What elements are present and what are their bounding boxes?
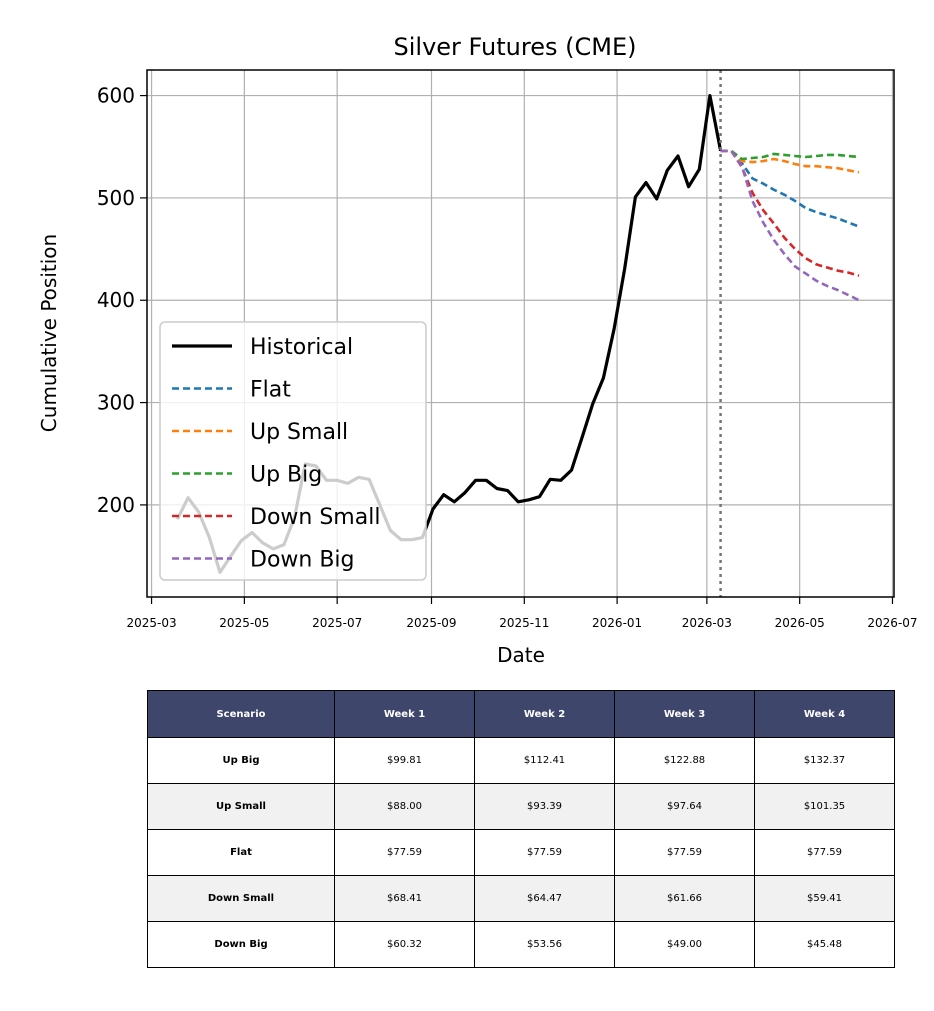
x-tick-label: 2025-05 (219, 616, 269, 630)
legend: Historical Flat Up Small Up Big Down Small Do… (159, 321, 427, 581)
series-line-flat (720, 149, 860, 228)
price-cell: $68.41 (334, 875, 475, 922)
price-cell: $132.37 (754, 737, 895, 784)
scenario-name: Up Small (147, 783, 335, 830)
header-week-2: Week 2 (474, 690, 615, 738)
table-row: Up Small $88.00 $93.39 $97.64 $101.35 (147, 783, 895, 830)
price-cell: $64.47 (474, 875, 615, 922)
scenario-name: Up Big (147, 737, 335, 784)
table-row: Down Big $60.32 $53.56 $49.00 $45.48 (147, 921, 895, 968)
y-tick-label: 500 (97, 186, 135, 210)
legend-label: Historical (250, 335, 353, 360)
x-tick-label: 2025-03 (126, 616, 176, 630)
chart-title: Silver Futures (CME) (394, 33, 637, 61)
legend-label: Flat (250, 378, 291, 403)
price-cell: $45.48 (754, 921, 895, 968)
header-scenario: Scenario (147, 690, 335, 738)
y-tick-label: 300 (97, 391, 135, 415)
y-axis-label: Cumulative Position (37, 234, 61, 432)
price-cell: $77.59 (754, 829, 895, 876)
plot-frame (146, 69, 895, 598)
x-tick-label: 2026-03 (682, 616, 732, 630)
x-tick-label: 2026-01 (592, 616, 642, 630)
legend-box (159, 321, 427, 581)
y-tick-label: 400 (97, 288, 135, 312)
scenario-name: Down Small (147, 875, 335, 922)
x-tick-label: 2025-07 (312, 616, 362, 630)
cumulative-position-chart: Silver Futures (CME) 2025-03 2025-05 2025-… (37, 33, 918, 667)
price-cell: $77.59 (334, 829, 475, 876)
price-cell: $61.66 (614, 875, 755, 922)
header-week-4: Week 4 (754, 690, 895, 738)
x-tick-label: 2026-05 (775, 616, 825, 630)
axis-ticks: 2025-03 2025-05 2025-07 2025-09 2025-11 2026-… (97, 84, 918, 630)
header-week-3: Week 3 (614, 690, 755, 738)
legend-label: Down Big (250, 548, 355, 573)
x-axis-label: Date (497, 643, 545, 667)
x-tick-label: 2026-07 (867, 616, 917, 630)
legend-label: Up Small (250, 420, 348, 445)
price-cell: $122.88 (614, 737, 755, 784)
x-tick-label: 2025-09 (406, 616, 456, 630)
price-cell: $59.41 (754, 875, 895, 922)
price-cell: $77.59 (474, 829, 615, 876)
price-cell: $99.81 (334, 737, 475, 784)
price-cell: $101.35 (754, 783, 895, 830)
table-row: Up Big $99.81 $112.41 $122.88 $132.37 (147, 737, 895, 784)
legend-label: Down Small (250, 505, 380, 530)
series-line-down-big (720, 149, 860, 302)
scenario-price-table: Scenario Week 1 Week 2 Week 3 Week 4 Up … (147, 690, 895, 968)
price-cell: $88.00 (334, 783, 475, 830)
price-cell: $112.41 (474, 737, 615, 784)
price-cell: $60.32 (334, 921, 475, 968)
price-cell: $49.00 (614, 921, 755, 968)
price-cell: $93.39 (474, 783, 615, 830)
header-week-1: Week 1 (334, 690, 475, 738)
y-tick-label: 600 (97, 84, 135, 108)
price-cell: $77.59 (614, 829, 755, 876)
table-row: Down Small $68.41 $64.47 $61.66 $59.41 (147, 875, 895, 922)
series-line-up-small (720, 149, 860, 174)
price-cell: $53.56 (474, 921, 615, 968)
table-row: Flat $77.59 $77.59 $77.59 $77.59 (147, 829, 895, 876)
x-tick-label: 2025-11 (499, 616, 549, 630)
scenario-name: Down Big (147, 921, 335, 968)
price-cell: $97.64 (614, 783, 755, 830)
y-tick-label: 200 (97, 493, 135, 517)
legend-label: Up Big (250, 463, 322, 488)
scenario-name: Flat (147, 829, 335, 876)
series-line-up-big (720, 149, 860, 161)
table-header-row: Scenario Week 1 Week 2 Week 3 Week 4 (147, 690, 895, 738)
